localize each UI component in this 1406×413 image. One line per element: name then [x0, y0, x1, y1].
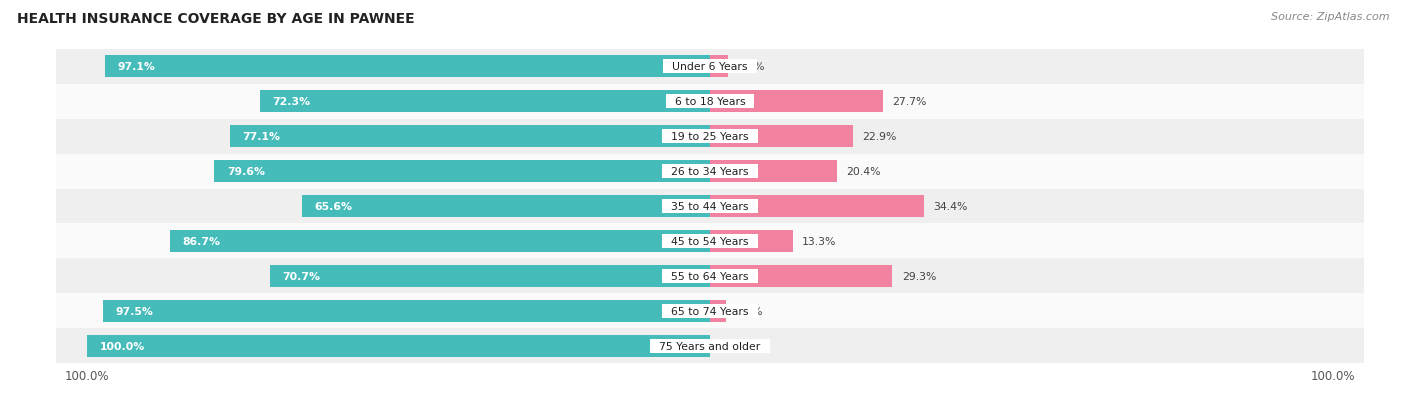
Text: 26 to 34 Years: 26 to 34 Years	[664, 166, 756, 177]
Bar	[25, 154, 1395, 189]
Text: Under 6 Years: Under 6 Years	[665, 62, 755, 72]
Bar	[25, 294, 1395, 329]
Bar	[710, 91, 883, 113]
Text: 2.9%: 2.9%	[737, 62, 765, 72]
Bar	[710, 300, 725, 322]
Bar	[710, 126, 852, 147]
Bar	[25, 84, 1395, 119]
Text: 97.5%: 97.5%	[115, 306, 153, 316]
Bar	[25, 189, 1395, 224]
Text: 29.3%: 29.3%	[901, 271, 936, 281]
Text: 70.7%: 70.7%	[283, 271, 321, 281]
Text: 45 to 54 Years: 45 to 54 Years	[664, 236, 756, 247]
Bar	[25, 259, 1395, 294]
Text: 100.0%: 100.0%	[100, 341, 145, 351]
Text: 2.5%: 2.5%	[735, 306, 762, 316]
Bar	[25, 119, 1395, 154]
Text: 72.3%: 72.3%	[273, 97, 311, 107]
Text: 27.7%: 27.7%	[891, 97, 927, 107]
Text: 19 to 25 Years: 19 to 25 Years	[664, 132, 756, 142]
Text: 86.7%: 86.7%	[183, 236, 221, 247]
Text: 35 to 44 Years: 35 to 44 Years	[664, 202, 756, 211]
Bar	[710, 196, 924, 217]
Bar	[25, 224, 1395, 259]
Text: 34.4%: 34.4%	[934, 202, 967, 211]
Bar	[87, 335, 710, 357]
Bar	[710, 161, 837, 183]
Bar	[231, 126, 710, 147]
Text: Source: ZipAtlas.com: Source: ZipAtlas.com	[1271, 12, 1389, 22]
Bar	[214, 161, 710, 183]
Bar	[710, 266, 893, 287]
Text: 97.1%: 97.1%	[118, 62, 156, 72]
Bar	[170, 230, 710, 252]
Bar	[105, 56, 710, 78]
Bar	[301, 196, 710, 217]
Text: 0.0%: 0.0%	[720, 341, 747, 351]
Bar	[103, 300, 710, 322]
Bar	[260, 91, 710, 113]
Text: 13.3%: 13.3%	[803, 236, 837, 247]
Text: 22.9%: 22.9%	[862, 132, 897, 142]
Bar	[270, 266, 710, 287]
Text: 75 Years and older: 75 Years and older	[652, 341, 768, 351]
Text: HEALTH INSURANCE COVERAGE BY AGE IN PAWNEE: HEALTH INSURANCE COVERAGE BY AGE IN PAWN…	[17, 12, 415, 26]
Text: 65.6%: 65.6%	[314, 202, 352, 211]
Text: 77.1%: 77.1%	[242, 132, 280, 142]
Text: 55 to 64 Years: 55 to 64 Years	[664, 271, 756, 281]
Bar	[710, 56, 728, 78]
Text: 79.6%: 79.6%	[226, 166, 264, 177]
Text: 65 to 74 Years: 65 to 74 Years	[664, 306, 756, 316]
Bar	[25, 50, 1395, 84]
Text: 20.4%: 20.4%	[846, 166, 882, 177]
Bar	[25, 329, 1395, 363]
Text: 6 to 18 Years: 6 to 18 Years	[668, 97, 752, 107]
Bar	[710, 230, 793, 252]
